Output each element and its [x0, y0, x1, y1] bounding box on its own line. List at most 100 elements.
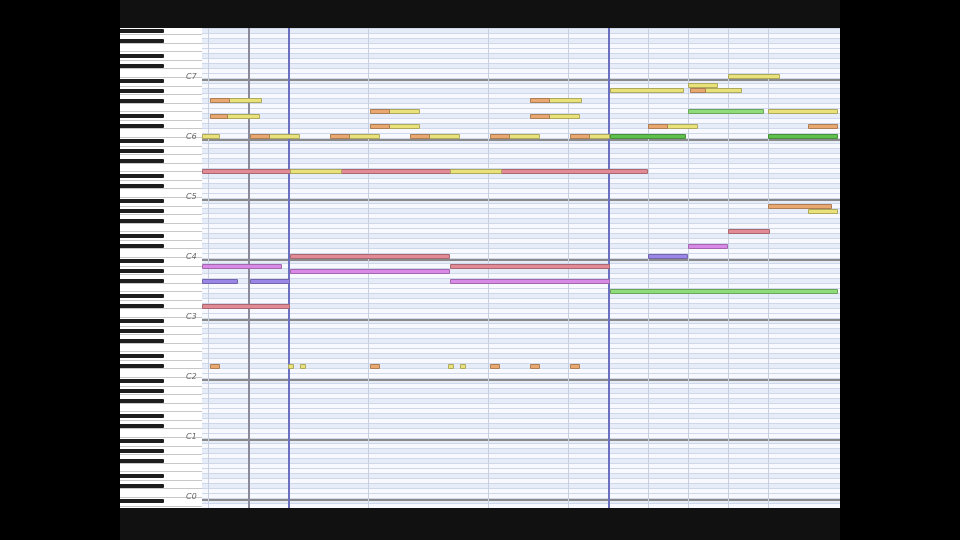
black-key[interactable]	[120, 473, 164, 478]
black-key[interactable]	[120, 363, 164, 368]
black-key[interactable]	[120, 338, 164, 343]
note-block[interactable]	[210, 98, 230, 103]
note-block[interactable]	[688, 244, 728, 249]
white-key[interactable]	[120, 463, 202, 473]
white-key[interactable]	[120, 69, 202, 78]
black-key[interactable]	[120, 158, 164, 163]
note-block[interactable]	[768, 109, 838, 114]
black-key[interactable]	[120, 173, 164, 178]
black-key[interactable]	[120, 413, 164, 418]
note-block[interactable]	[448, 364, 454, 369]
black-key[interactable]	[120, 88, 164, 93]
note-block[interactable]	[768, 204, 832, 209]
black-key[interactable]	[120, 458, 164, 463]
note-block[interactable]	[210, 364, 220, 369]
note-grid[interactable]	[202, 28, 840, 508]
black-key[interactable]	[120, 138, 164, 143]
white-key[interactable]	[120, 429, 202, 438]
black-key[interactable]	[120, 438, 164, 443]
black-key[interactable]	[120, 423, 164, 428]
black-key[interactable]	[120, 148, 164, 153]
black-key[interactable]	[120, 113, 164, 118]
white-key[interactable]	[120, 343, 202, 353]
white-key[interactable]	[120, 283, 202, 293]
black-key[interactable]	[120, 258, 164, 263]
note-block[interactable]	[610, 88, 684, 93]
note-block[interactable]	[370, 124, 390, 129]
note-block[interactable]	[450, 264, 610, 269]
white-key[interactable]	[120, 223, 202, 233]
note-block[interactable]	[202, 279, 238, 284]
black-key[interactable]	[120, 123, 164, 128]
black-key[interactable]	[120, 183, 164, 188]
black-key[interactable]	[120, 38, 164, 43]
piano-keyboard[interactable]: C7 C6 C5 C4 C3 C2 C1 C0	[120, 28, 203, 508]
note-block[interactable]	[490, 134, 510, 139]
black-key[interactable]	[120, 483, 164, 488]
white-key[interactable]	[120, 369, 202, 378]
note-block[interactable]	[768, 134, 838, 139]
black-key[interactable]	[120, 28, 164, 33]
note-block[interactable]	[530, 98, 550, 103]
black-key[interactable]	[120, 353, 164, 358]
note-block[interactable]	[202, 264, 282, 269]
note-block[interactable]	[460, 364, 466, 369]
black-key[interactable]	[120, 98, 164, 103]
black-key[interactable]	[120, 293, 164, 298]
note-block[interactable]	[570, 364, 580, 369]
white-key[interactable]	[120, 506, 202, 508]
note-block[interactable]	[410, 134, 430, 139]
note-block[interactable]	[688, 109, 764, 114]
black-key[interactable]	[120, 78, 164, 83]
note-block[interactable]	[728, 229, 770, 234]
black-key[interactable]	[120, 278, 164, 283]
white-key[interactable]	[120, 43, 202, 53]
note-block[interactable]	[202, 134, 220, 139]
black-key[interactable]	[120, 303, 164, 308]
note-block[interactable]	[728, 74, 780, 79]
note-block[interactable]	[450, 279, 610, 284]
black-key[interactable]	[120, 448, 164, 453]
note-block[interactable]	[288, 364, 294, 369]
black-key[interactable]	[120, 388, 164, 393]
note-block[interactable]	[490, 364, 500, 369]
white-key[interactable]	[120, 309, 202, 318]
black-key[interactable]	[120, 378, 164, 383]
note-block[interactable]	[250, 279, 290, 284]
note-block[interactable]	[450, 169, 502, 174]
note-block[interactable]	[570, 134, 590, 139]
black-key[interactable]	[120, 53, 164, 58]
note-block[interactable]	[610, 289, 838, 294]
note-block[interactable]	[690, 88, 706, 93]
piano-roll-editor[interactable]: C7 C6 C5 C4 C3 C2 C1 C0	[120, 28, 840, 508]
black-key[interactable]	[120, 398, 164, 403]
note-block[interactable]	[688, 83, 718, 88]
black-key[interactable]	[120, 198, 164, 203]
note-block[interactable]	[202, 304, 290, 309]
note-block[interactable]	[370, 109, 390, 114]
black-key[interactable]	[120, 243, 164, 248]
black-key[interactable]	[120, 328, 164, 333]
white-key[interactable]	[120, 103, 202, 113]
note-block[interactable]	[808, 209, 838, 214]
note-block[interactable]	[250, 134, 270, 139]
note-block[interactable]	[330, 134, 350, 139]
white-key[interactable]	[120, 489, 202, 498]
black-key[interactable]	[120, 208, 164, 213]
white-key[interactable]	[120, 163, 202, 173]
black-key[interactable]	[120, 218, 164, 223]
white-key[interactable]	[120, 249, 202, 258]
note-block[interactable]	[300, 364, 306, 369]
note-block[interactable]	[290, 269, 450, 274]
black-key[interactable]	[120, 498, 164, 503]
note-block[interactable]	[370, 364, 380, 369]
note-block[interactable]	[210, 114, 228, 119]
note-block[interactable]	[648, 124, 668, 129]
white-key[interactable]	[120, 403, 202, 413]
note-block[interactable]	[610, 134, 686, 139]
note-block[interactable]	[530, 364, 540, 369]
black-key[interactable]	[120, 268, 164, 273]
note-block[interactable]	[808, 124, 838, 129]
note-block[interactable]	[530, 114, 550, 119]
note-block[interactable]	[648, 254, 688, 259]
